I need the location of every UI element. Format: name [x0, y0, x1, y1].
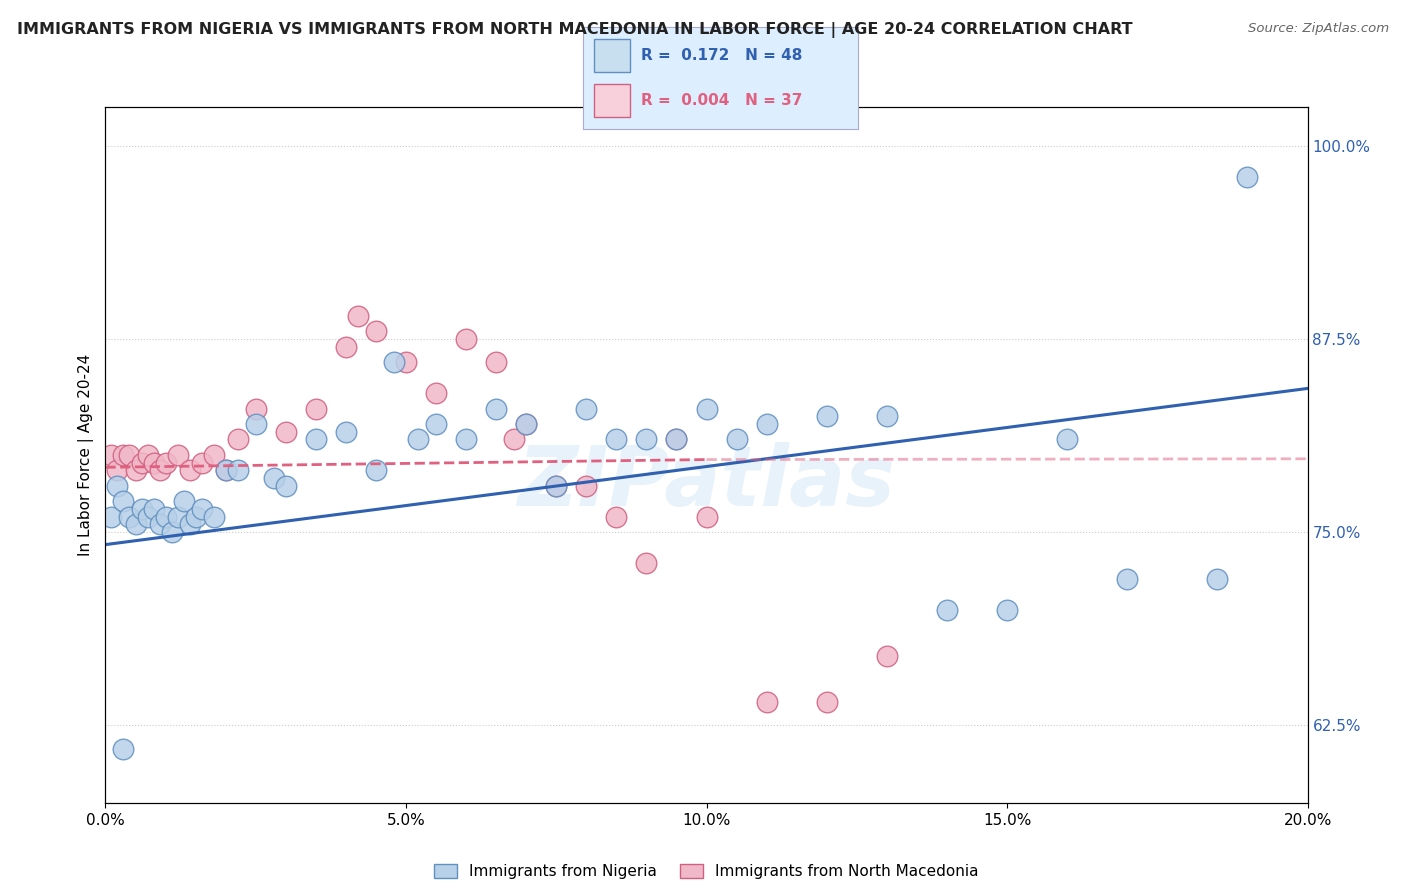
Point: [214, 463, 236, 477]
Point: [107, 463, 129, 477]
Point: [454, 332, 477, 346]
Point: [190, 502, 212, 516]
Point: [245, 401, 267, 416]
Point: [226, 463, 249, 477]
Point: [263, 471, 285, 485]
Text: R =  0.172   N = 48: R = 0.172 N = 48: [641, 48, 803, 63]
Point: [546, 479, 568, 493]
Point: [226, 433, 249, 447]
Point: [202, 448, 225, 462]
Point: [665, 433, 688, 447]
Point: [636, 433, 658, 447]
Point: [696, 401, 718, 416]
Point: [725, 433, 748, 447]
Text: IMMIGRANTS FROM NIGERIA VS IMMIGRANTS FROM NORTH MACEDONIA IN LABOR FORCE | AGE : IMMIGRANTS FROM NIGERIA VS IMMIGRANTS FR…: [17, 22, 1132, 38]
Point: [202, 509, 225, 524]
Y-axis label: In Labor Force | Age 20-24: In Labor Force | Age 20-24: [79, 354, 94, 556]
Point: [124, 463, 146, 477]
Point: [305, 433, 328, 447]
Point: [665, 433, 688, 447]
Point: [364, 463, 387, 477]
Point: [112, 741, 135, 756]
Point: [575, 401, 598, 416]
Legend: Immigrants from Nigeria, Immigrants from North Macedonia: Immigrants from Nigeria, Immigrants from…: [427, 858, 986, 886]
Point: [696, 509, 718, 524]
Point: [605, 433, 627, 447]
Point: [425, 417, 447, 431]
Point: [131, 456, 153, 470]
Point: [503, 433, 526, 447]
Point: [1206, 572, 1229, 586]
Point: [364, 324, 387, 338]
Point: [546, 479, 568, 493]
Point: [1056, 433, 1078, 447]
Point: [454, 433, 477, 447]
Point: [245, 417, 267, 431]
Point: [118, 509, 141, 524]
Point: [155, 456, 177, 470]
Text: R =  0.004   N = 37: R = 0.004 N = 37: [641, 93, 803, 108]
Point: [1236, 169, 1258, 184]
Point: [575, 479, 598, 493]
Point: [173, 494, 195, 508]
Text: ZIPatlas: ZIPatlas: [517, 442, 896, 524]
Point: [160, 525, 183, 540]
Point: [755, 417, 778, 431]
Point: [112, 494, 135, 508]
Point: [190, 456, 212, 470]
Point: [166, 448, 188, 462]
Point: [148, 517, 170, 532]
Point: [142, 456, 165, 470]
Point: [179, 463, 201, 477]
Point: [815, 409, 838, 424]
Point: [515, 417, 537, 431]
Point: [274, 425, 297, 439]
Point: [395, 355, 418, 369]
Point: [136, 509, 159, 524]
Point: [179, 517, 201, 532]
Text: Source: ZipAtlas.com: Source: ZipAtlas.com: [1249, 22, 1389, 36]
Point: [755, 695, 778, 709]
Point: [636, 556, 658, 570]
Point: [166, 509, 188, 524]
Point: [112, 448, 135, 462]
Point: [995, 602, 1018, 616]
Point: [274, 479, 297, 493]
Point: [605, 509, 627, 524]
FancyBboxPatch shape: [595, 84, 630, 117]
Point: [425, 386, 447, 401]
Point: [876, 648, 898, 663]
Point: [406, 433, 429, 447]
Point: [142, 502, 165, 516]
Point: [100, 509, 122, 524]
Point: [118, 448, 141, 462]
Point: [136, 448, 159, 462]
Point: [1116, 572, 1139, 586]
Point: [124, 517, 146, 532]
Point: [214, 463, 236, 477]
Point: [131, 502, 153, 516]
Point: [335, 340, 357, 354]
Point: [107, 479, 129, 493]
Point: [155, 509, 177, 524]
Point: [347, 309, 370, 323]
Point: [305, 401, 328, 416]
Point: [335, 425, 357, 439]
FancyBboxPatch shape: [595, 39, 630, 72]
Point: [876, 409, 898, 424]
Point: [184, 509, 207, 524]
Point: [100, 448, 122, 462]
Point: [515, 417, 537, 431]
Point: [382, 355, 405, 369]
Point: [148, 463, 170, 477]
Point: [936, 602, 959, 616]
Point: [815, 695, 838, 709]
Point: [485, 401, 508, 416]
Point: [485, 355, 508, 369]
